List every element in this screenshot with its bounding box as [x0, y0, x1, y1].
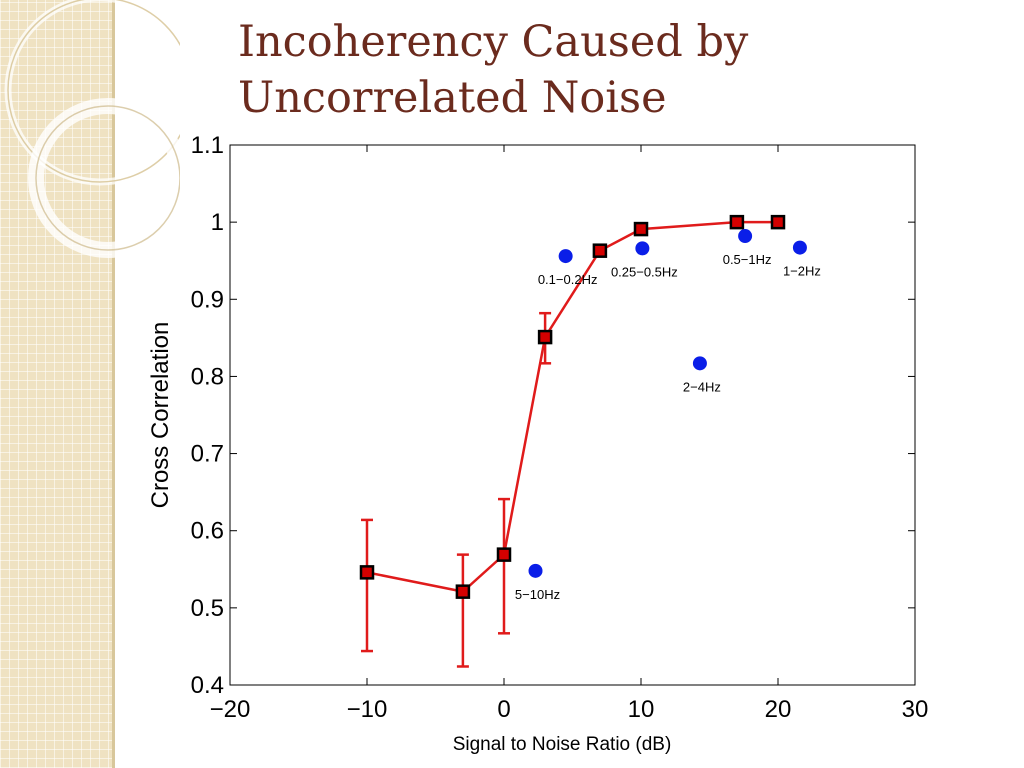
- y-tick-label: 0.7: [191, 441, 224, 468]
- slide-title: Incoherency Caused by Uncorrelated Noise: [238, 14, 748, 126]
- x-tick-label: 20: [765, 696, 792, 723]
- frequency-point: [692, 356, 707, 371]
- y-tick-label: 1.1: [191, 132, 224, 159]
- decorative-rings: [4, 0, 180, 258]
- series-marker: [770, 214, 786, 230]
- frequency-point-label: 0.5−1Hz: [723, 252, 772, 267]
- series-marker: [496, 547, 512, 562]
- series-marker: [633, 221, 649, 237]
- series-marker: [729, 214, 745, 230]
- series-marker: [455, 584, 471, 599]
- x-tick-label: −20: [210, 696, 251, 723]
- frequency-point: [558, 249, 573, 264]
- y-tick-label: 1: [211, 209, 224, 236]
- frequency-point: [792, 240, 807, 255]
- y-axis-title: Cross Correlation: [147, 322, 174, 509]
- frequency-point-label: 5−10Hz: [515, 587, 560, 602]
- slide-title-line-1: Incoherency Caused by: [238, 17, 749, 67]
- y-tick-label: 0.9: [191, 286, 224, 313]
- x-tick-label: −10: [347, 696, 388, 723]
- series-marker: [537, 329, 553, 345]
- frequency-point-label: 2−4Hz: [683, 379, 721, 394]
- ring-large-outline: [7, 0, 180, 183]
- side-band-edge: [112, 0, 115, 768]
- x-tick-label: 30: [902, 696, 929, 723]
- y-tick-label: 0.5: [191, 595, 224, 622]
- frequency-point: [635, 241, 650, 256]
- x-tick-labels: −20 −10 0 10 20 30: [210, 696, 929, 723]
- plot-frame: [229, 144, 916, 686]
- snr-correlation-series: [359, 214, 786, 668]
- slide-title-line-2: Uncorrelated Noise: [238, 73, 667, 123]
- frequency-point-label: 0.1−0.2Hz: [538, 272, 598, 287]
- frequency-point: [528, 563, 543, 578]
- ring-small-outline: [35, 105, 180, 251]
- x-tick-label: 10: [628, 696, 655, 723]
- x-axis-title: Signal to Noise Ratio (dB): [453, 734, 672, 755]
- y-tick-label: 0.4: [191, 672, 224, 699]
- series-marker: [592, 243, 608, 258]
- series-marker: [359, 565, 375, 580]
- y-tick-label: 0.6: [191, 518, 224, 545]
- y-tick-labels: 0.4 0.5 0.6 0.7 0.8 0.9 1 1.1: [191, 132, 224, 699]
- frequency-point-label: 0.25−0.5Hz: [611, 264, 678, 279]
- axis-ticks: [229, 144, 916, 686]
- y-tick-label: 0.8: [191, 363, 224, 390]
- frequency-band-points: 5−10Hz 0.1−0.2Hz 0.25−0.5Hz 2−4Hz 0.5−1Hz 1−2…: [515, 229, 821, 602]
- frequency-point-label: 1−2Hz: [783, 264, 821, 279]
- frequency-point: [738, 229, 753, 244]
- x-tick-label: 0: [497, 696, 510, 723]
